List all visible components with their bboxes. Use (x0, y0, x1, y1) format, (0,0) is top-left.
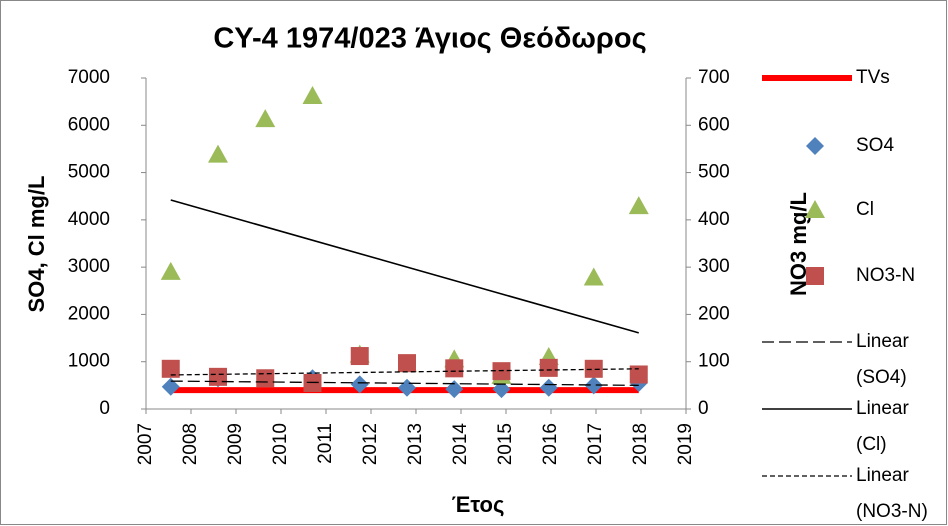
y2-tick-label: 0 (698, 398, 709, 419)
legend-label: Cl (856, 199, 874, 220)
y-tick-label: 4000 (68, 209, 110, 230)
y-tick-label: 7000 (68, 67, 110, 88)
legend-label: TVs (856, 67, 890, 88)
legend-label: NO3-N (856, 265, 916, 286)
y2-tick-label: 300 (698, 256, 730, 277)
x-tick-label: 2013 (405, 423, 426, 465)
diamond-marker (584, 376, 603, 395)
y2-tick-label: 600 (698, 114, 730, 135)
triangle-marker (208, 144, 228, 163)
diamond-marker (445, 380, 464, 399)
chart-title: CY-4 1974/023 Άγιος Θεόδωρος (213, 23, 646, 55)
diamond-marker (539, 378, 558, 397)
diamond-marker (806, 137, 824, 155)
triangle-marker (160, 261, 181, 280)
square-marker (398, 354, 416, 373)
x-tick-label: 2007 (135, 423, 156, 465)
x-tick-label: 2016 (540, 423, 561, 465)
triangle-marker (805, 200, 825, 218)
x-tick-label: 2015 (495, 423, 516, 465)
x-axis-title: Έτος (452, 492, 505, 517)
x-tick-label: 2011 (315, 423, 336, 464)
square-marker (539, 358, 558, 377)
y-axis-title: SO4, Cl mg/L (24, 176, 49, 313)
triangle-marker (302, 85, 323, 104)
y2-tick-label: 500 (698, 162, 730, 183)
x-tick-label: 2017 (585, 423, 606, 465)
square-marker (256, 369, 275, 388)
x-tick-label: 2010 (270, 423, 291, 465)
diamond-marker (350, 375, 369, 394)
square-marker (445, 359, 464, 378)
y-tick-label: 1000 (68, 351, 110, 372)
square-marker (209, 367, 227, 386)
x-tick-label: 2009 (225, 423, 246, 465)
x-tick-label: 2012 (360, 423, 381, 465)
x-tick-label: 2019 (675, 423, 696, 465)
square-marker (629, 365, 648, 384)
triangle-marker (583, 267, 604, 286)
series-line (170, 380, 639, 387)
triangle-marker (628, 196, 649, 215)
y-tick-label: 0 (99, 398, 110, 419)
x-tick-label: 2008 (180, 423, 201, 465)
y2-tick-label: 200 (698, 303, 730, 324)
y2-tick-label: 400 (698, 209, 730, 230)
legend-label: Linear (SO4) (856, 331, 909, 388)
y2-tick-label: 100 (698, 351, 730, 372)
y-tick-label: 3000 (68, 256, 110, 277)
legend-label: SO4 (856, 135, 895, 156)
series-line (170, 199, 639, 334)
square-marker (161, 359, 180, 378)
legend-label: Linear (NO3-N) (856, 465, 928, 522)
square-marker (806, 267, 824, 285)
y-tick-label: 6000 (68, 114, 110, 135)
triangle-marker (255, 109, 276, 128)
y2-tick-label: 700 (698, 67, 730, 88)
legend-label: Linear (Cl) (856, 398, 909, 455)
square-marker (584, 359, 603, 378)
x-tick-label: 2014 (450, 423, 471, 466)
diamond-marker (161, 377, 180, 396)
y-tick-label: 5000 (68, 162, 110, 183)
x-tick-label: 2018 (630, 423, 651, 465)
y-tick-label: 2000 (68, 303, 110, 324)
square-marker (350, 347, 369, 366)
series-line (170, 368, 639, 376)
